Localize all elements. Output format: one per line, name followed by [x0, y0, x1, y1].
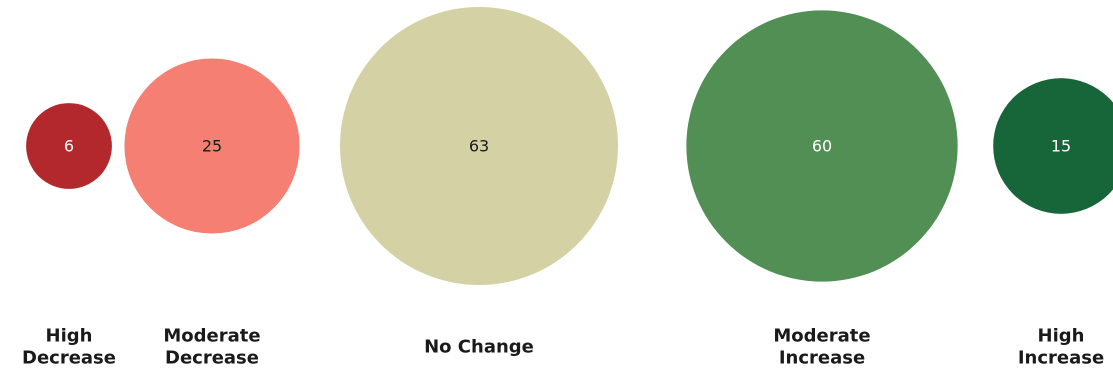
category-label-high-increase-line-2: Increase: [1018, 348, 1104, 369]
bubble-moderate-decrease: [124, 58, 300, 234]
category-label-moderate-decrease-line-1: Moderate: [163, 326, 260, 347]
category-label-high-decrease-line-1: High: [46, 326, 93, 347]
bubble-value-moderate-decrease: 25: [202, 137, 222, 156]
bubbles-group: 6 25 63 60 15: [26, 7, 1113, 285]
category-label-high-decrease-line-2: Decrease: [22, 348, 116, 369]
bubble-value-moderate-increase: 60: [812, 137, 832, 156]
bubble-moderate-increase: [686, 10, 958, 282]
category-label-no-change-line-1: No Change: [424, 337, 534, 358]
bubble-high-increase: [993, 78, 1113, 214]
bubble-no-change: [340, 7, 618, 285]
category-label-moderate-increase-line-1: Moderate: [773, 326, 870, 347]
category-label-moderate-increase-line-2: Increase: [779, 348, 865, 369]
category-label-high-increase-line-1: High: [1038, 326, 1085, 347]
bubble-high-decrease: [26, 103, 112, 189]
bubble-value-high-decrease: 6: [64, 137, 74, 156]
bubble-value-high-increase: 15: [1051, 137, 1071, 156]
category-label-moderate-decrease-line-2: Decrease: [165, 348, 259, 369]
bubble-value-no-change: 63: [469, 137, 489, 156]
